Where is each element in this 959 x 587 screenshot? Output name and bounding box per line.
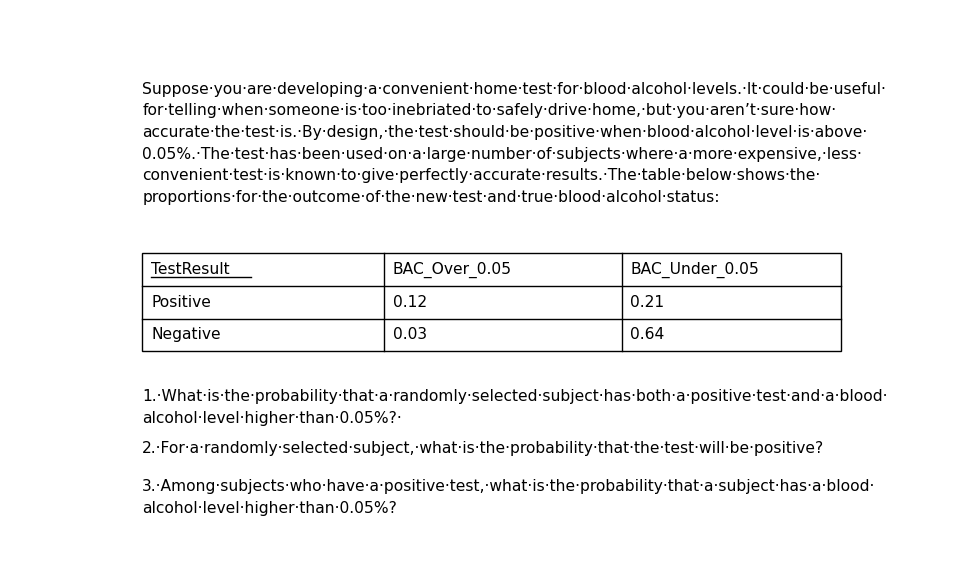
Text: Positive: Positive	[152, 295, 211, 310]
Text: TestResult: TestResult	[152, 262, 230, 277]
Text: 0.64: 0.64	[630, 328, 665, 342]
Text: 3.·Among·subjects·who·have·a·positive·test,·what·is·the·probability·that·a·subje: 3.·Among·subjects·who·have·a·positive·te…	[142, 480, 876, 516]
Text: Suppose·you·are·developing·a·convenient·home·test·for·blood·alcohol·levels.·It·c: Suppose·you·are·developing·a·convenient·…	[142, 82, 886, 205]
Text: 0.03: 0.03	[392, 328, 427, 342]
Text: 2.·For·a·randomly·selected·subject,·what·is·the·probability·that·the·test·will·b: 2.·For·a·randomly·selected·subject,·what…	[142, 441, 825, 456]
Text: Negative: Negative	[152, 328, 221, 342]
Text: 0.12: 0.12	[392, 295, 427, 310]
Text: 1.·What·is·the·probability·that·a·randomly·selected·subject·has·both·a·positive·: 1.·What·is·the·probability·that·a·random…	[142, 389, 888, 426]
Text: 0.21: 0.21	[630, 295, 665, 310]
Text: BAC_Under_0.05: BAC_Under_0.05	[630, 262, 760, 278]
Bar	[142, 254, 841, 351]
Text: BAC_Over_0.05: BAC_Over_0.05	[392, 262, 512, 278]
